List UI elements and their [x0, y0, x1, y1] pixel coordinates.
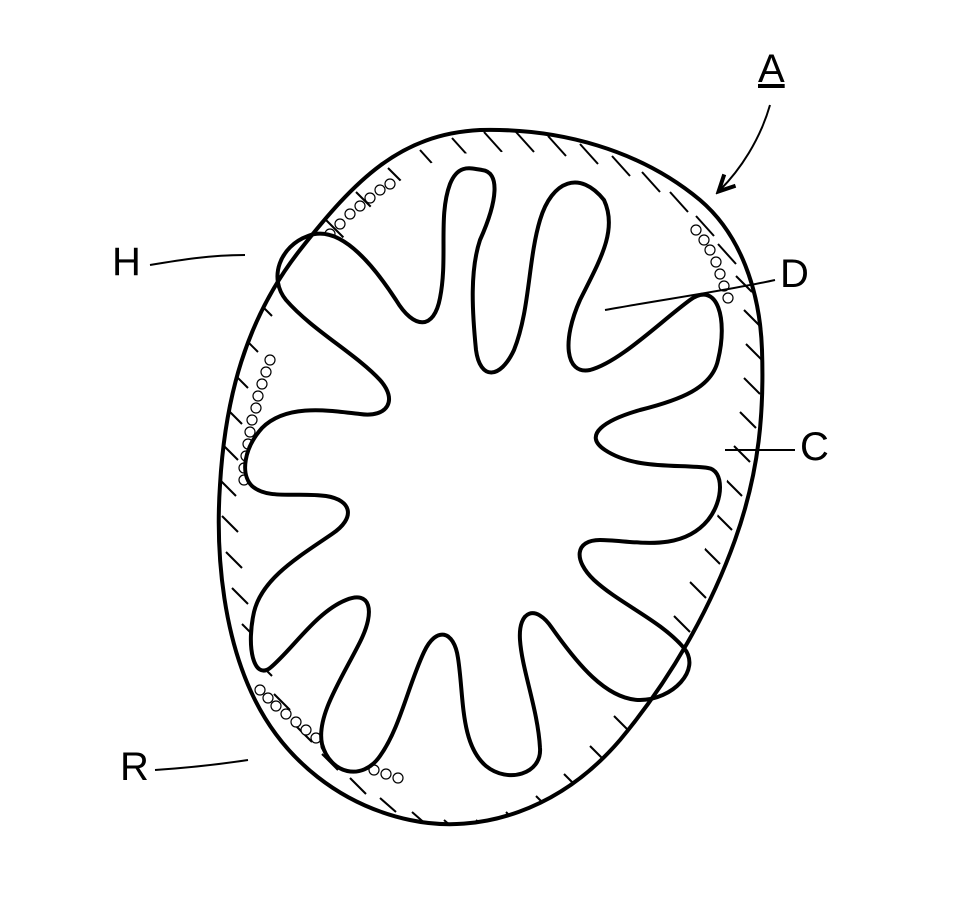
label-C: C [800, 425, 829, 469]
leader-R [155, 760, 248, 770]
label-R: R [120, 745, 149, 789]
leader-A [720, 105, 770, 190]
label-D: D [780, 252, 809, 296]
leader-H [150, 255, 245, 265]
mitochondrion-diagram: A H D C R [0, 0, 962, 902]
label-H: H [112, 240, 141, 284]
label-A: A [758, 47, 785, 91]
